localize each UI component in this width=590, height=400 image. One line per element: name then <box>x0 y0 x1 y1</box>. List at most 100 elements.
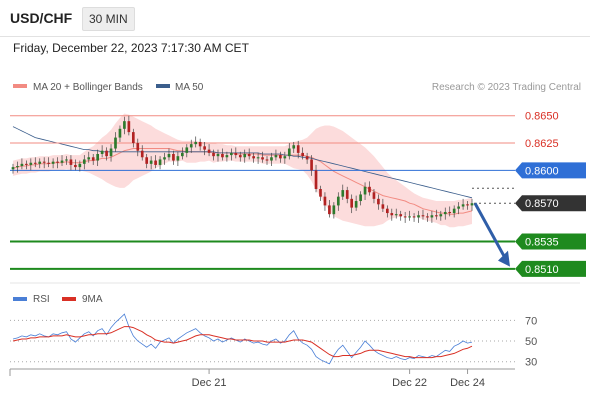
candle-body <box>176 156 180 161</box>
candle-body <box>372 192 376 199</box>
candle-body <box>69 159 73 165</box>
candle-body <box>412 216 416 218</box>
candle-body <box>78 163 82 168</box>
candle-body <box>336 196 340 206</box>
candle-body <box>172 153 175 161</box>
x-axis-label-1: Dec 22 <box>392 377 427 389</box>
candle-body <box>74 164 77 168</box>
candle-body <box>328 205 331 215</box>
level-label-1: 0.8625 <box>525 138 559 150</box>
price-chart: 0.8650 0.8625 0.8600 0.8570 0.8535 0.8510 <box>10 111 586 284</box>
forecast-arrow-head <box>498 250 510 267</box>
candle-body <box>25 163 28 165</box>
candle-body <box>65 159 68 161</box>
bollinger-band <box>13 113 472 228</box>
candle-body <box>238 155 242 158</box>
candle-body <box>363 186 367 195</box>
rsi-chart: 70 50 30 Dec 21 Dec 22 Dec 24 <box>9 313 537 389</box>
ma20-line <box>12 148 473 215</box>
level-tag-5 <box>515 260 586 277</box>
candle-body <box>56 161 59 163</box>
level-tag-2 <box>515 162 586 179</box>
candle-body <box>145 157 149 164</box>
candle-body <box>118 128 122 138</box>
candle-body <box>100 150 104 154</box>
rsi-tick-label-2: 30 <box>525 357 537 369</box>
candle-body <box>198 141 202 147</box>
candle-body <box>301 152 304 157</box>
rsi-legend: RSI 9MA <box>13 294 103 305</box>
chart-header: USD/CHF 30 MIN <box>0 0 590 37</box>
candle-body <box>287 148 291 157</box>
candle-body <box>123 121 126 129</box>
level-label-5: 0.8510 <box>525 264 559 276</box>
candle-body <box>51 161 55 164</box>
candle-body <box>421 215 425 217</box>
candle-body <box>341 190 345 197</box>
legend-label-9ma: 9MA <box>82 294 103 305</box>
candle-body <box>127 121 131 133</box>
candle-body <box>385 208 389 214</box>
candle-body <box>243 153 247 158</box>
candle-body <box>136 143 140 151</box>
candle-body <box>140 150 144 158</box>
candle-body <box>430 215 434 218</box>
candle-body <box>203 146 206 150</box>
candle-body <box>33 162 37 164</box>
candle-body <box>212 152 215 157</box>
candle-body <box>323 196 327 206</box>
candle-body <box>60 160 64 163</box>
candle-body <box>82 159 86 164</box>
candle-body <box>185 147 189 153</box>
rsi-tick-label-1: 50 <box>525 336 537 348</box>
candle-body <box>234 152 238 156</box>
candle-body <box>265 159 269 161</box>
forecast-arrow-shaft <box>473 202 508 261</box>
candle-body <box>417 215 420 218</box>
candle-body <box>11 167 15 170</box>
candle-body <box>96 153 100 161</box>
candle-body <box>394 214 398 216</box>
candle-body <box>114 137 117 149</box>
timeframe-badge[interactable]: 30 MIN <box>82 7 135 31</box>
candle-body <box>20 163 24 167</box>
chart-datetime: Friday, December 22, 2023 7:17:30 AM CET <box>13 41 249 55</box>
candle-body <box>105 150 108 157</box>
candle-body <box>354 201 358 208</box>
candle-body <box>225 155 229 158</box>
legend-swatch-ma50 <box>156 84 170 88</box>
candle-body <box>252 156 255 159</box>
candle-body <box>403 216 407 218</box>
symbol-title: USD/CHF <box>10 10 73 26</box>
candle-body <box>221 153 224 158</box>
legend-swatch-9ma <box>62 297 76 301</box>
candle-body <box>390 213 394 216</box>
x-axis-label-0: Dec 21 <box>192 377 227 389</box>
candle-body <box>167 153 171 158</box>
rsi-series-9ma <box>12 326 473 359</box>
legend-swatch-ma20 <box>13 84 27 88</box>
candle-body <box>443 211 447 215</box>
ma50-line <box>12 126 473 199</box>
candle-body <box>408 216 411 218</box>
candle-body <box>247 153 251 157</box>
candle-body <box>149 160 153 164</box>
candle-body <box>230 152 233 156</box>
candle-body <box>16 166 19 168</box>
legend-label-ma20: MA 20 + Bollinger Bands <box>33 82 143 93</box>
candle-body <box>319 189 322 197</box>
candle-body <box>87 157 91 160</box>
candle-body <box>448 211 452 214</box>
candle-body <box>381 204 385 209</box>
level-label-2: 0.8600 <box>525 165 559 177</box>
candle-body <box>350 198 354 208</box>
candle-body <box>216 153 220 157</box>
legend-label-ma50: MA 50 <box>175 82 204 93</box>
candle-body <box>91 157 95 161</box>
candle-body <box>181 152 184 157</box>
candle-body <box>305 156 309 160</box>
candle-body <box>270 157 273 161</box>
candle-body <box>47 162 50 164</box>
candle-body <box>279 155 282 159</box>
